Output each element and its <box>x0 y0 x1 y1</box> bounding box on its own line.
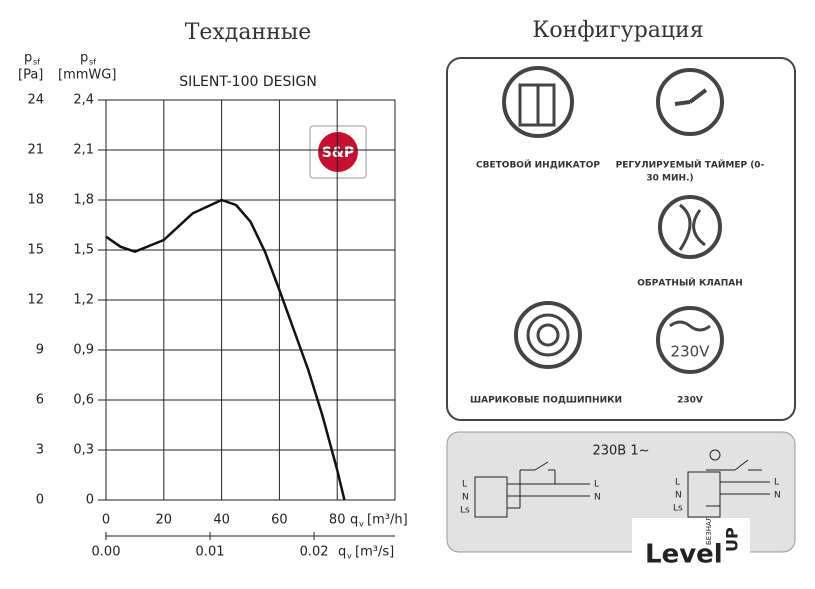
x-tick-label: 80 <box>329 513 346 528</box>
x2-tick-label: 0.02 <box>300 545 329 560</box>
axis-sub: v <box>359 520 364 529</box>
x-tick-label: 20 <box>156 513 173 528</box>
brand-tag: БЕЗНАЛ <box>705 516 713 545</box>
brand-bg <box>632 518 750 578</box>
line <box>105 198 346 501</box>
wire-label: L <box>462 480 467 490</box>
y-tick-label: 12 <box>27 293 44 308</box>
wire-label: Ls <box>673 504 683 514</box>
axis-unit: [m³/h] <box>367 513 408 528</box>
x2-tick-label: 0.00 <box>92 545 121 560</box>
brand: UP <box>723 527 742 552</box>
wire-label: L <box>774 478 779 488</box>
y-tick-label: 0 <box>36 493 44 508</box>
y2-tick-label: 1,2 <box>73 293 94 308</box>
axis-sub: sf <box>33 58 40 67</box>
y-tick-label: 24 <box>27 93 44 108</box>
x-tick-label: 40 <box>213 513 230 528</box>
wire-label: N <box>594 493 601 503</box>
brand: Level <box>645 540 723 570</box>
config-label: ШАРИКОВЫЕ ПОДШИПНИКИ <box>470 396 622 406</box>
icon-text: 230V <box>671 343 711 361</box>
config-label: РЕГУЛИРУЕМЫЙ ТАЙМЕР (0- <box>616 159 765 171</box>
x-tick-label: 60 <box>271 513 288 528</box>
wiring-diagram <box>474 449 770 518</box>
axis-symbol: q <box>350 513 358 528</box>
config-label: СВЕТОВОЙ ИНДИКАТОР <box>476 159 600 171</box>
axis-unit: [m³/s] <box>355 545 394 560</box>
axis-sub: sf <box>89 58 96 67</box>
icons <box>502 66 724 374</box>
y2-tick-label: 0,9 <box>73 343 94 358</box>
y-tick-label: 21 <box>27 143 44 158</box>
config-label: ОБРАТНЫЙ КЛАПАН <box>637 277 743 289</box>
y-tick-label: 9 <box>36 343 44 358</box>
wiring-title: 230В 1~ <box>592 444 649 459</box>
x2-tick-label: 0.01 <box>196 545 225 560</box>
y2-tick-label: 1,5 <box>73 243 94 258</box>
wire-label: N <box>774 491 781 501</box>
y-tick-label: 6 <box>36 393 44 408</box>
y2-tick-label: 0,3 <box>73 443 94 458</box>
wire-label: L <box>675 478 680 488</box>
y2-tick-label: 0,6 <box>73 393 94 408</box>
wire-label: N <box>462 493 469 503</box>
axis-sub: v <box>347 552 352 561</box>
chart-title: SILENT-100 DESIGN <box>179 74 317 90</box>
y2-tick-label: 0 <box>86 493 94 508</box>
heading: Конфигурация <box>532 18 703 43</box>
y2-tick-label: 2,4 <box>73 93 94 108</box>
wire-label: L <box>594 480 599 490</box>
x-tick-label: 0 <box>102 513 110 528</box>
y-tick-label: 18 <box>27 193 44 208</box>
axis-symbol: q <box>338 545 346 560</box>
wire-label: N <box>675 491 682 501</box>
config-label: 30 МИН.) <box>646 174 693 184</box>
axis-symbol: p <box>80 51 88 66</box>
axis-symbol: p <box>24 51 32 66</box>
wire-label: Ls <box>460 506 470 516</box>
logo: S&P <box>309 125 367 179</box>
y-tick-label: 3 <box>36 443 44 458</box>
heading: Техданные <box>185 20 312 45</box>
config-panel <box>446 57 796 421</box>
y2-tick-label: 2,1 <box>73 143 94 158</box>
config-label: 230V <box>677 396 703 406</box>
y2-tick-label: 1,8 <box>73 193 94 208</box>
y-tick-label: 15 <box>27 243 44 258</box>
logo-text: S&P <box>322 145 355 161</box>
axis-unit: [Pa] <box>18 68 43 83</box>
axis-unit: [mmWG] <box>58 68 116 83</box>
